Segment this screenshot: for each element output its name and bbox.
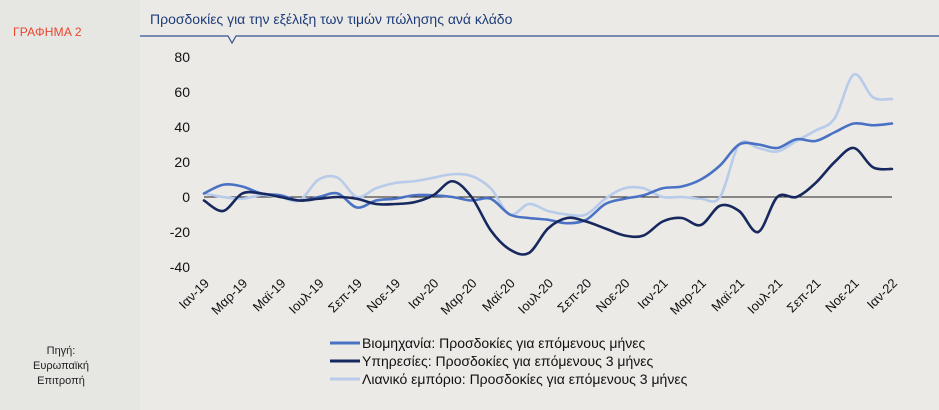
y-tick-label: 40: [174, 119, 190, 135]
y-tick-label: 80: [174, 49, 190, 65]
x-tick-label: Ιαν-21: [634, 276, 670, 312]
legend-label-2: Υπηρεσίες: Προσδοκίες για επόμενους 3 μή…: [362, 353, 654, 369]
y-tick-label: 0: [182, 189, 190, 205]
source-line: Επιτροπή: [37, 375, 85, 387]
x-tick-label: Ιαν-20: [405, 276, 441, 312]
chart-panel: Προσδοκίες για την εξέλιξη των τιμών πώλ…: [140, 0, 939, 410]
x-tick-label: Μαρ-19: [208, 276, 250, 318]
y-axis: 80 60 40 20 0 -20 -40: [170, 49, 190, 275]
series-line-3: [202, 73, 894, 218]
source-note: Πηγή: Ευρωπαϊκή Επιτροπή: [0, 344, 122, 389]
x-tick-label: Μαρ-21: [667, 276, 709, 318]
x-tick-label: Ιουλ-21: [744, 276, 785, 317]
x-tick-label: Νοε-21: [822, 276, 862, 316]
x-tick-label: Σεπ-20: [554, 276, 594, 316]
left-panel: ΓΡΑΦΗΜΑ 2 Πηγή: Ευρωπαϊκή Επιτροπή: [0, 0, 122, 410]
x-tick-label: Σεπ-19: [325, 276, 365, 316]
x-tick-label: Ιαν-19: [176, 276, 212, 312]
x-tick-label: Ιαν-22: [864, 276, 900, 312]
figure-label: ΓΡΑΦΗΜΑ 2: [13, 25, 82, 39]
legend-label-3: Λιανικό εμπόριο: Προσδοκίες για επόμενου…: [362, 371, 688, 387]
source-line: Πηγή:: [46, 345, 76, 357]
series-line-1: [202, 121, 894, 225]
x-tick-label: Μαϊ-20: [479, 276, 518, 315]
x-tick-label: Νοε-20: [593, 276, 633, 316]
source-line: Ευρωπαϊκή: [33, 360, 89, 372]
x-tick-label: Ιουλ-19: [286, 276, 327, 317]
legend-label-1: Βιομηχανία: Προσδοκίες για επόμενους μήν…: [362, 335, 645, 351]
title-rule: [140, 35, 939, 45]
series-group: [202, 73, 894, 256]
chart-title: Προσδοκίες για την εξέλιξη των τιμών πώλ…: [150, 11, 513, 27]
x-tick-label: Σεπ-21: [784, 276, 824, 316]
y-tick-label: 20: [174, 154, 190, 170]
x-tick-label: Νοε-19: [363, 276, 403, 316]
x-tick-label: Μαρ-20: [438, 276, 480, 318]
y-tick-label: 60: [174, 84, 190, 100]
x-tick-label: Μαϊ-19: [250, 276, 289, 315]
x-tick-label: Μαϊ-21: [708, 276, 747, 315]
title-underline: [140, 35, 939, 45]
y-tick-label: -20: [170, 224, 190, 240]
legend: Βιομηχανία: Προσδοκίες για επόμενους μήν…: [330, 335, 688, 387]
series-line-2: [202, 146, 894, 256]
y-tick-label: -40: [170, 259, 190, 275]
x-tick-label: Ιουλ-20: [515, 276, 556, 317]
